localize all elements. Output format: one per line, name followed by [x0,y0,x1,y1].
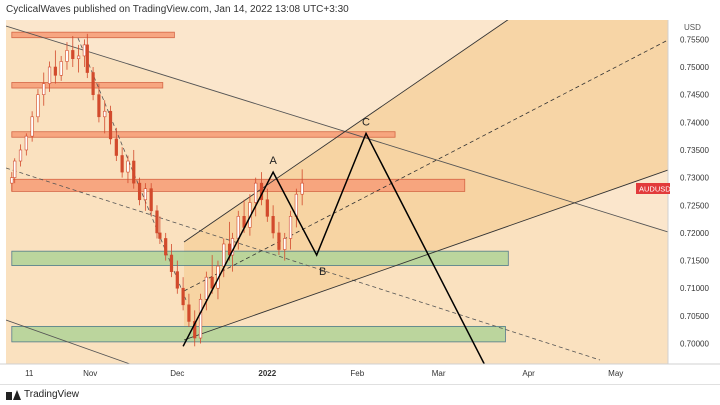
candle-body [24,135,28,151]
wave-path: A B C [182,116,486,364]
y-tick-label: 0.75500 [680,35,709,44]
y-tick-label: 0.73500 [680,146,709,155]
lower-wedge-line [6,319,131,364]
y-tick-label: 0.72000 [680,229,709,238]
candle-body [181,287,185,306]
x-tick-label: Mar [432,369,446,378]
channel-upper-line [183,20,509,243]
candle-body [36,94,40,118]
wave-polyline [182,131,486,364]
y-tick-label: 0.71000 [680,284,709,293]
candle-body [149,188,153,212]
price-tag-box [636,183,670,194]
y-axis: 0.75500 0.75000 0.74500 0.74000 0.73500 0.730… [680,35,709,348]
candle-body [169,254,174,272]
candle-body [137,182,142,201]
candle-body [198,298,203,339]
candle-body [300,182,304,195]
candle-body [277,232,281,250]
y-tick-label: 0.74000 [680,118,709,127]
candle-body [164,238,168,256]
candle-body [85,44,89,73]
candle-body [114,138,118,156]
y-tick-label: 0.74500 [680,91,709,100]
wave-label-a: A [269,155,277,167]
candle-body [53,66,57,76]
candle-body [42,83,46,95]
candle-body [97,94,101,118]
x-tick-label: Apr [522,369,535,378]
candle-body [108,110,113,140]
y-tick-label: 0.70500 [680,312,709,321]
dashed-fall-line [77,37,187,301]
dashed-descending-line [6,167,601,361]
tradingview-logo[interactable]: TradingView [6,389,79,400]
candle-body [158,232,162,239]
x-tick-label: May [608,369,623,378]
candle-body [155,210,159,234]
zone-orange [11,131,396,138]
y-tick-label: 0.71500 [680,257,709,266]
candle-body [222,243,226,267]
x-tick-label: 2022 [258,369,276,378]
candle-body [10,177,14,184]
zone-orange [11,178,466,192]
candle-body [265,199,269,217]
candle-body [30,116,34,137]
candle-body [71,50,75,60]
footer: TradingView [0,384,720,405]
currency-label: USD [684,23,701,32]
channel-lower-line [183,169,668,341]
candle-body [18,149,23,162]
candle-body [210,276,214,289]
price-tag-label: AUDUSD [639,185,671,194]
x-tick-label: 11 [25,369,34,378]
candle-body [59,61,63,76]
x-tick-label: Dec [170,369,184,378]
publisher-header: CyclicalWaves published on TradingView.c… [6,4,349,15]
time-axis-background [0,364,720,384]
candle-body [143,188,147,201]
candle-body [91,72,95,95]
y-tick-label: 0.75000 [680,63,709,72]
candle-body [193,321,197,339]
zone-green [11,325,506,343]
candle-body [82,44,86,57]
y-tick-label: 0.70000 [680,340,709,349]
candle-body [76,55,81,60]
candle-body [254,182,258,203]
zone-green [11,250,509,266]
x-tick-label: Nov [83,369,97,378]
candle-body [283,238,287,250]
upper-trendline [6,25,668,233]
candle-body [187,304,191,322]
candle-body [271,216,275,234]
candle-body [65,50,69,62]
candle-body [13,160,17,178]
wave-label-b: B [319,266,326,278]
wave-label-c: C [362,116,370,128]
y-tick-label: 0.72500 [680,201,709,210]
candle-body [120,155,124,173]
candle-body [103,110,107,118]
zone-orange [11,31,175,39]
candle-body [288,216,293,239]
x-axis: 11 Nov Dec 2022 Feb Mar Apr May [25,369,623,378]
trendlines [6,20,668,364]
zone-orange [11,82,164,89]
candle-body [236,216,240,239]
price-axis-background [668,20,720,364]
candle-body [132,160,136,184]
candle-body [126,160,130,173]
tradingview-logo-text: TradingView [24,389,80,400]
candle-body [175,271,179,289]
price-chart[interactable]: A B C USD 0.75500 0.75000 0.74500 0.74000 0.73… [0,0,720,384]
candle-body [47,66,52,84]
x-tick-label: Feb [350,369,364,378]
candle-body [204,276,208,300]
current-price-tag: AUDUSD [636,183,671,194]
tradingview-logo-icon [6,389,21,400]
y-tick-label: 0.73000 [680,174,709,183]
